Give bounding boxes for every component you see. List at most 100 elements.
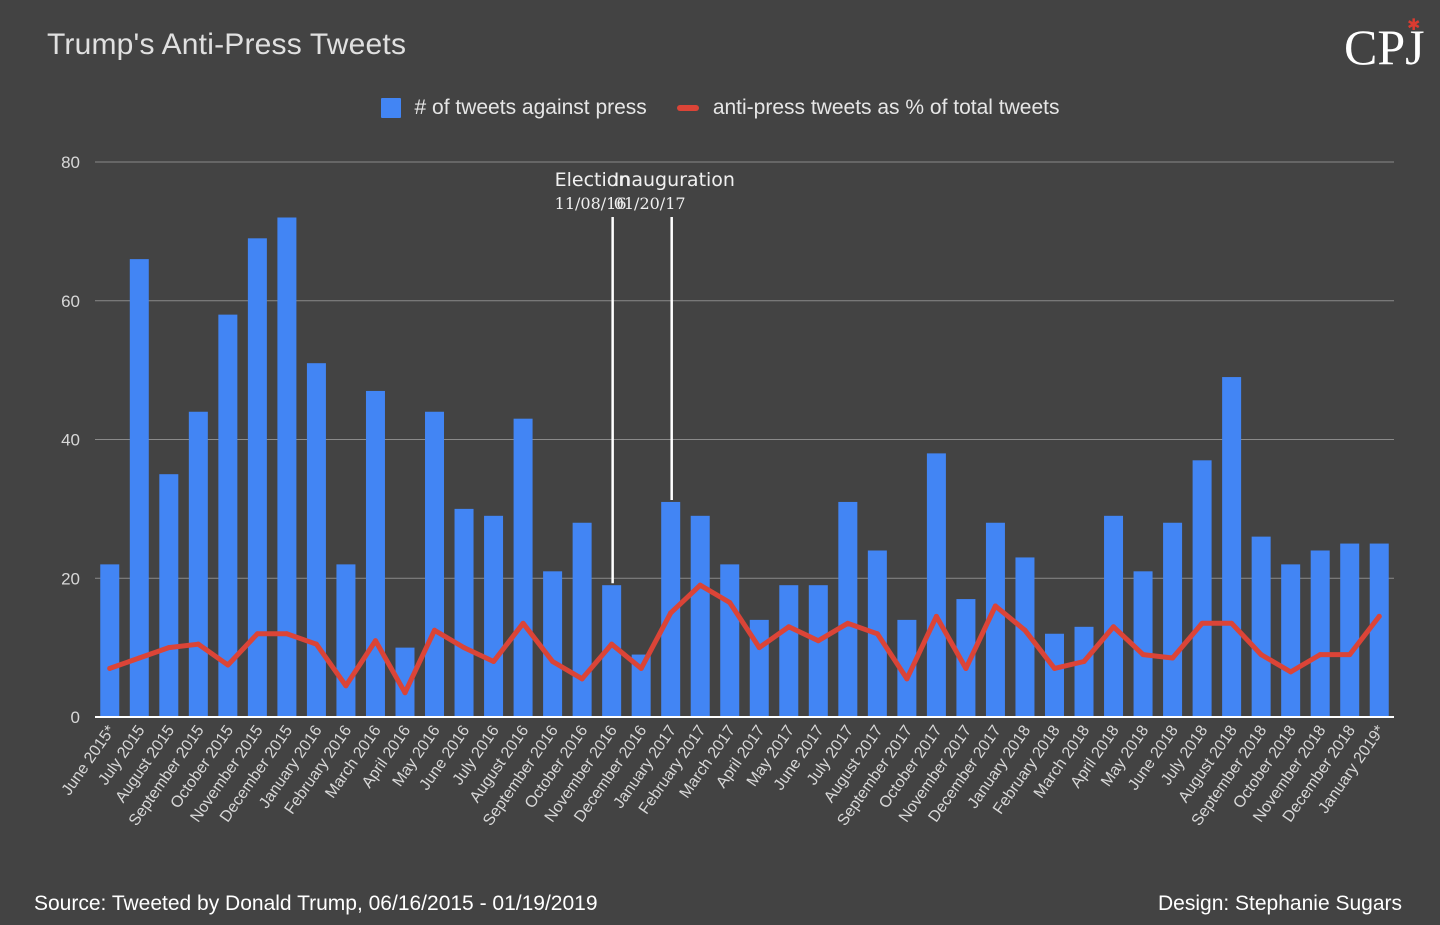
line-point <box>254 631 260 637</box>
bar <box>602 585 622 717</box>
line-point <box>1051 665 1057 671</box>
bar <box>277 217 297 717</box>
line-point <box>609 641 615 647</box>
annotation-label: Election <box>555 169 631 191</box>
bar <box>129 259 149 717</box>
line-point <box>313 641 319 647</box>
line-point <box>166 645 172 651</box>
bar <box>838 501 858 717</box>
legend-bar-label: # of tweets against press <box>414 96 647 119</box>
line-point <box>461 645 467 651</box>
bar <box>1133 571 1153 717</box>
legend-item-bars: # of tweets against press <box>380 96 647 120</box>
line-series <box>107 582 1382 696</box>
line-point <box>845 620 851 626</box>
line-point <box>1258 652 1264 658</box>
bar <box>159 474 179 717</box>
line-point <box>697 582 703 588</box>
bar <box>926 453 946 717</box>
line-point <box>963 665 969 671</box>
line-point <box>225 662 231 668</box>
annotation-date: 01/20/17 <box>614 194 686 213</box>
y-tick-label: 80 <box>61 153 80 172</box>
line-point <box>1376 613 1382 619</box>
line-point <box>1317 652 1323 658</box>
annotation-date: 11/08/16 <box>555 194 627 213</box>
bar <box>365 390 385 717</box>
bar <box>779 585 799 717</box>
bar <box>1015 557 1035 717</box>
bar <box>1340 543 1360 717</box>
chart-title: Trump's Anti-Press Tweets <box>47 28 407 61</box>
bar <box>100 564 120 717</box>
bar <box>661 501 681 717</box>
line-point <box>1229 620 1235 626</box>
bar <box>1074 626 1094 717</box>
source-note: Source: Tweeted by Donald Trump, 06/16/2… <box>34 892 598 915</box>
annotation-label: Inauguration <box>614 169 735 191</box>
y-tick-label: 40 <box>61 431 80 450</box>
bar <box>1369 543 1389 717</box>
line-point <box>638 665 644 671</box>
bar <box>1222 377 1242 717</box>
bar <box>218 314 238 717</box>
line-point <box>1081 659 1087 664</box>
bar <box>1192 460 1212 717</box>
line-point <box>520 620 526 626</box>
y-axis-ticks: 0 20 40 60 80 <box>61 153 80 727</box>
legend-line-label: anti-press tweets as % of total tweets <box>712 96 1060 119</box>
line-point <box>579 676 585 682</box>
bar <box>513 418 533 717</box>
bar <box>572 522 592 717</box>
bar <box>1310 550 1330 717</box>
line-point <box>1022 627 1028 633</box>
legend-line-swatch-icon <box>676 105 699 111</box>
line-point <box>1288 669 1294 675</box>
y-tick-label: 60 <box>61 292 80 311</box>
cpj-logo-mark-icon: ✱ <box>1407 15 1421 34</box>
bar <box>720 564 740 717</box>
bar <box>543 571 563 717</box>
bar-series <box>100 217 1389 717</box>
event-annotations: Election 11/08/16 Inauguration 01/20/17 <box>555 169 735 584</box>
bar <box>1163 522 1183 717</box>
bar <box>985 522 1005 717</box>
line-point <box>1347 652 1353 658</box>
y-tick-label: 20 <box>61 569 80 588</box>
bar <box>897 619 917 717</box>
line-point <box>1170 655 1176 661</box>
bar <box>425 411 445 717</box>
line-point <box>756 645 762 651</box>
line-point <box>343 683 349 689</box>
bar <box>631 654 651 717</box>
line-point <box>107 665 113 671</box>
line-point <box>668 610 674 616</box>
bar <box>454 508 474 717</box>
line-point <box>904 676 910 682</box>
bar <box>808 585 828 717</box>
line-point <box>136 655 142 661</box>
line-point <box>550 659 556 664</box>
line-point <box>284 631 290 637</box>
line-point <box>874 631 880 637</box>
line-point <box>933 613 939 619</box>
line-point <box>195 641 201 647</box>
chart-legend: # of tweets against press anti-press twe… <box>0 96 1440 120</box>
bar <box>1281 564 1301 717</box>
line-point <box>372 638 378 644</box>
line-point <box>491 659 497 664</box>
bar <box>1104 515 1124 717</box>
bar <box>188 411 208 717</box>
line-point <box>402 690 408 696</box>
legend-item-line: anti-press tweets as % of total tweets <box>676 96 1060 120</box>
bar <box>247 238 267 717</box>
line-point <box>1199 620 1205 626</box>
bar <box>336 564 356 717</box>
line-point <box>786 624 792 630</box>
bar <box>1251 536 1271 717</box>
bar <box>306 363 326 717</box>
line-point <box>992 603 998 609</box>
bar <box>395 647 415 717</box>
